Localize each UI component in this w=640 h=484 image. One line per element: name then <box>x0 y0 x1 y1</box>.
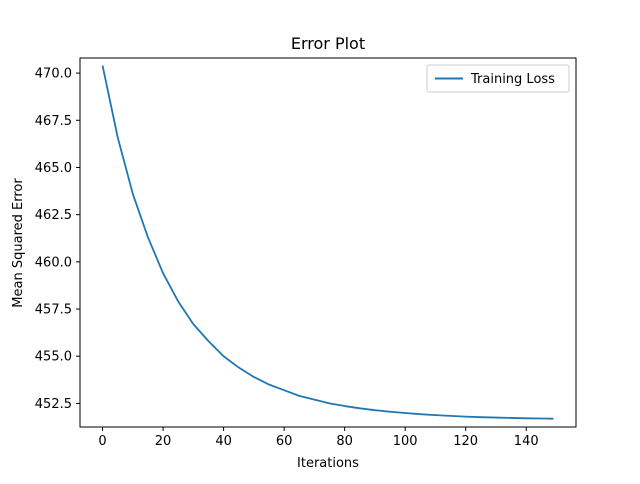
legend: Training Loss <box>426 64 570 93</box>
x-tick-label: 80 <box>336 434 353 449</box>
x-tick-label: 100 <box>393 434 418 449</box>
y-tick-label: 470.0 <box>35 67 72 82</box>
y-tick-label: 457.5 <box>35 303 72 318</box>
y-tick-label: 455.0 <box>35 350 72 365</box>
y-tick-label: 460.0 <box>35 255 72 270</box>
y-tick-label: 465.0 <box>35 161 72 176</box>
plot-area <box>80 58 576 427</box>
x-tick-label: 60 <box>276 434 293 449</box>
y-tick-label: 467.5 <box>35 114 72 129</box>
plot-frame <box>79 57 577 428</box>
chart-title: Error Plot <box>291 34 365 53</box>
x-tick-label: 20 <box>155 434 172 449</box>
x-tick-label: 140 <box>514 434 539 449</box>
x-tick-label: 120 <box>453 434 478 449</box>
legend-box <box>426 64 570 93</box>
x-axis-ticks: 0 20 40 60 80 100 120 140 <box>98 427 539 449</box>
y-axis-ticks: 452.5 455.0 457.5 460.0 462.5 465.0 467.5 470.0 <box>35 67 80 412</box>
series-line-training-loss <box>101 65 554 420</box>
y-tick-label: 462.5 <box>35 208 72 223</box>
x-tick-label: 0 <box>98 434 106 449</box>
legend-label-training-loss: Training Loss <box>470 72 555 87</box>
series-layer <box>101 65 554 420</box>
x-axis-label: Iterations <box>297 456 359 471</box>
y-tick-label: 452.5 <box>35 397 72 412</box>
x-tick-label: 40 <box>215 434 232 449</box>
y-axis-label: Mean Squared Error <box>11 178 26 308</box>
